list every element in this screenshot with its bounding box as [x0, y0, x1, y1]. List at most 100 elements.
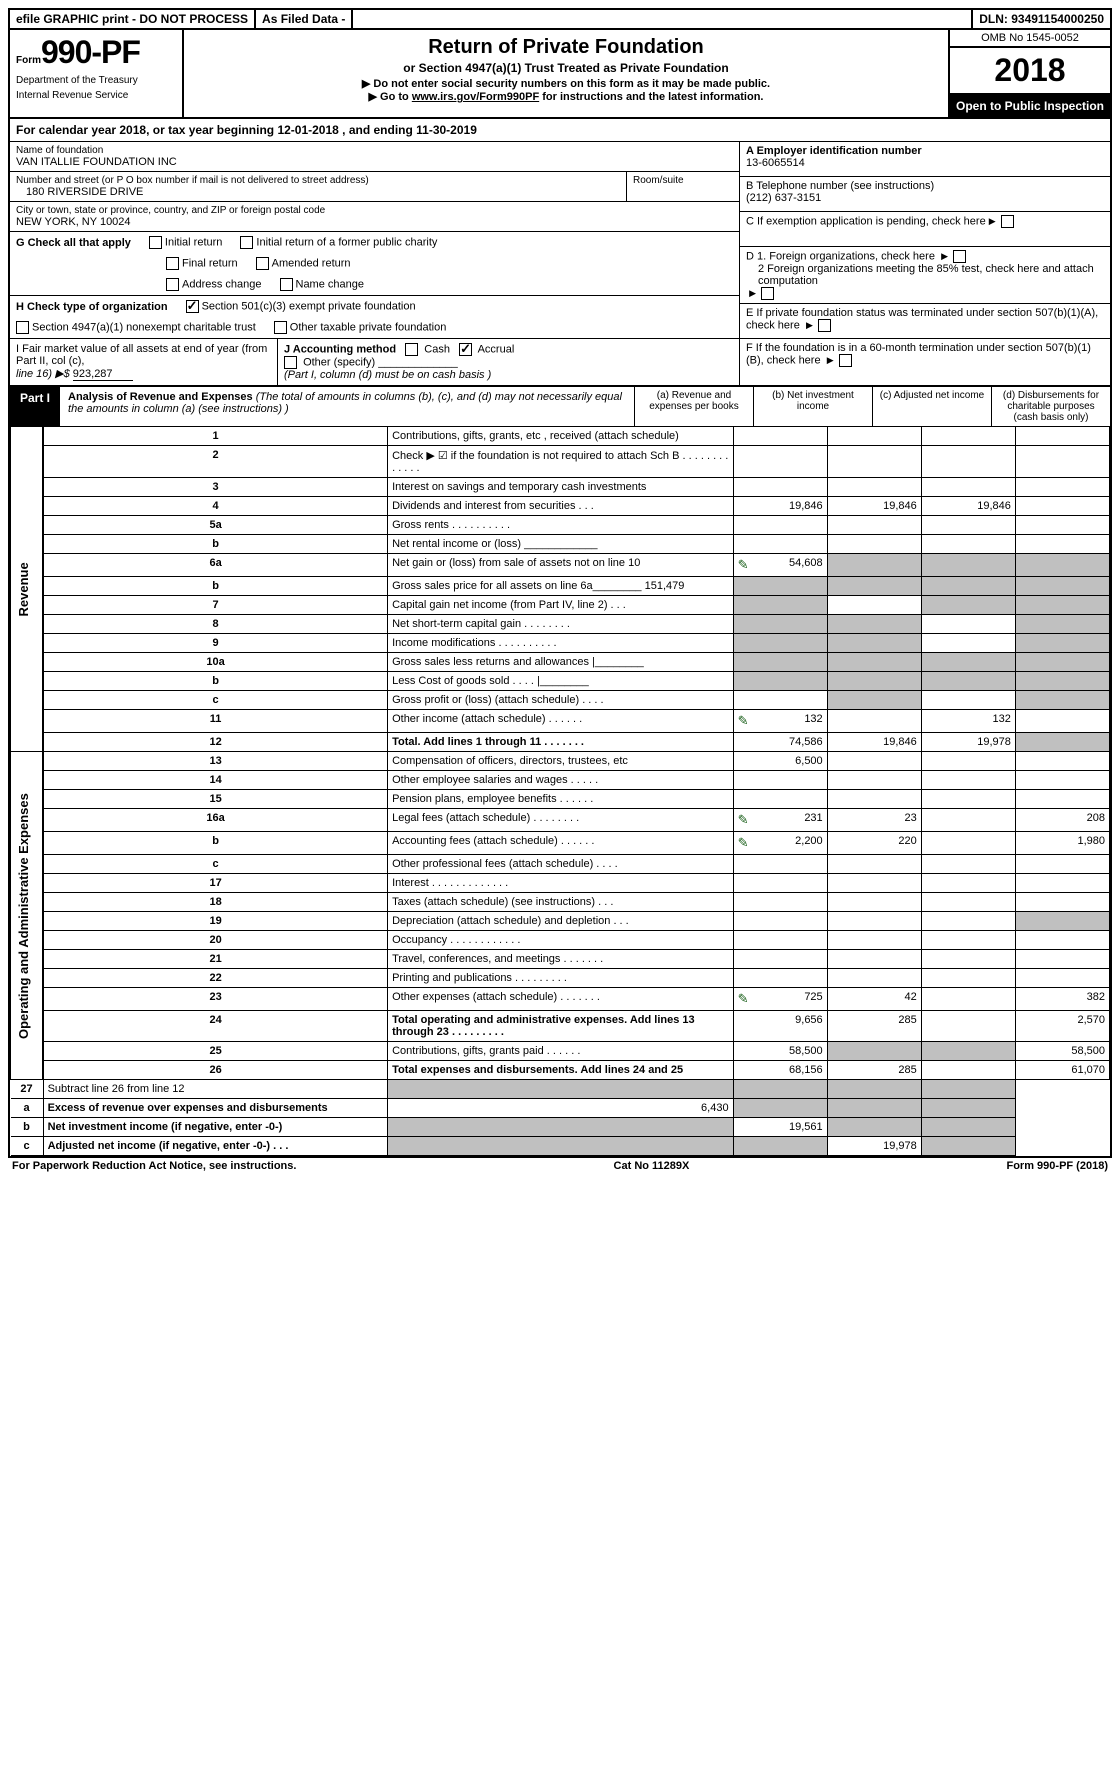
section-g: G Check all that apply Initial return In…	[10, 232, 739, 296]
col-a-header: (a) Revenue and expenses per books	[634, 387, 753, 426]
table-row: 25Contributions, gifts, grants paid . . …	[11, 1042, 1110, 1061]
chk-initial-former[interactable]	[240, 236, 253, 249]
a-label: A Employer identification number	[746, 145, 922, 157]
c-label: C If exemption application is pending, c…	[746, 215, 986, 227]
chk-d2[interactable]	[761, 287, 774, 300]
b-label: B Telephone number (see instructions)	[746, 180, 934, 192]
room-label: Room/suite	[633, 175, 733, 186]
section-h: H Check type of organization Section 501…	[10, 296, 739, 339]
table-row: 27Subtract line 26 from line 12	[11, 1080, 1110, 1099]
section-j: J Accounting method Cash Accrual Other (…	[278, 339, 739, 385]
j-note: (Part I, column (d) must be on cash basi…	[284, 369, 491, 381]
table-row: 3Interest on savings and temporary cash …	[11, 478, 1110, 497]
dln-label: DLN:	[979, 12, 1008, 26]
address: 180 RIVERSIDE DRIVE	[16, 186, 620, 198]
table-row: 7Capital gain net income (from Part IV, …	[11, 596, 1110, 615]
open-public-badge: Open to Public Inspection	[950, 95, 1110, 117]
chk-initial-return[interactable]	[149, 236, 162, 249]
side-label: Operating and Administrative Expenses	[11, 752, 44, 1080]
table-row: bLess Cost of goods sold . . . . |______…	[11, 672, 1110, 691]
phone-value: (212) 637-3151	[746, 192, 821, 204]
foundation-name-cell: Name of foundation VAN ITALLIE FOUNDATIO…	[10, 142, 739, 172]
chk-c[interactable]	[1001, 215, 1014, 228]
table-row: 15Pension plans, employee benefits . . .…	[11, 790, 1110, 809]
chk-accrual[interactable]	[459, 343, 472, 356]
calendar-year-row: For calendar year 2018, or tax year begi…	[10, 119, 1110, 142]
table-row: 9Income modifications . . . . . . . . . …	[11, 634, 1110, 653]
arrow-icon	[806, 319, 815, 331]
chk-e[interactable]	[818, 319, 831, 332]
table-row: bNet investment income (if negative, ent…	[11, 1118, 1110, 1137]
chk-cash[interactable]	[405, 343, 418, 356]
table-row: 5aGross rents . . . . . . . . . .	[11, 516, 1110, 535]
table-row: 2Check ▶ ☑ if the foundation is not requ…	[11, 446, 1110, 478]
chk-final-return[interactable]	[166, 257, 179, 270]
e-cell: E If private foundation status was termi…	[740, 304, 1110, 339]
dept-treasury: Department of the Treasury	[16, 75, 176, 86]
table-row: bNet rental income or (loss) ___________…	[11, 535, 1110, 554]
footer-right: Form 990-PF (2018)	[1006, 1160, 1108, 1172]
instr-line-1: ▶ Do not enter social security numbers o…	[192, 77, 940, 90]
d1-label: D 1. Foreign organizations, check here	[746, 250, 935, 262]
address-row: Number and street (or P O box number if …	[10, 172, 739, 202]
i-text1: I Fair market value of all assets at end…	[16, 343, 267, 367]
table-row: 21Travel, conferences, and meetings . . …	[11, 950, 1110, 969]
chk-amended[interactable]	[256, 257, 269, 270]
e-label: E If private foundation status was termi…	[746, 307, 1098, 331]
chk-name-change[interactable]	[280, 278, 293, 291]
form-number: 990-PF	[41, 34, 140, 70]
part1-desc: Analysis of Revenue and Expenses (The to…	[60, 387, 634, 426]
table-row: 6aNet gain or (loss) from sale of assets…	[11, 554, 1110, 577]
form-subtitle: or Section 4947(a)(1) Trust Treated as P…	[192, 61, 940, 75]
c-cell: C If exemption application is pending, c…	[740, 212, 1110, 247]
instr-line-2: ▶ Go to www.irs.gov/Form990PF for instru…	[192, 90, 940, 103]
header-right: OMB No 1545-0052 2018 Open to Public Ins…	[948, 30, 1110, 117]
col-b-header: (b) Net investment income	[753, 387, 872, 426]
table-row: cOther professional fees (attach schedul…	[11, 855, 1110, 874]
table-row: 16aLegal fees (attach schedule) . . . . …	[11, 809, 1110, 832]
j-label: J Accounting method	[284, 343, 396, 355]
part1-table: Revenue1Contributions, gifts, grants, et…	[10, 427, 1110, 1156]
form-container: efile GRAPHIC print - DO NOT PROCESS As …	[8, 8, 1112, 1158]
irs-link[interactable]: www.irs.gov/Form990PF	[412, 91, 539, 103]
ein-value: 13-6065514	[746, 157, 805, 169]
table-row: 24Total operating and administrative exp…	[11, 1011, 1110, 1042]
info-right: A Employer identification number 13-6065…	[739, 142, 1110, 385]
footer-left: For Paperwork Reduction Act Notice, see …	[12, 1160, 296, 1172]
col-c-header: (c) Adjusted net income	[872, 387, 991, 426]
irs-label: Internal Revenue Service	[16, 90, 176, 101]
info-left: Name of foundation VAN ITALLIE FOUNDATIO…	[10, 142, 739, 385]
chk-d1[interactable]	[953, 250, 966, 263]
name-label: Name of foundation	[16, 145, 733, 156]
table-row: Revenue1Contributions, gifts, grants, et…	[11, 427, 1110, 446]
arrow-icon	[749, 287, 758, 299]
chk-f[interactable]	[839, 354, 852, 367]
table-row: 26Total expenses and disbursements. Add …	[11, 1061, 1110, 1080]
table-row: 10aGross sales less returns and allowanc…	[11, 653, 1110, 672]
col-d-header: (d) Disbursements for charitable purpose…	[991, 387, 1110, 426]
table-row: 12Total. Add lines 1 through 11 . . . . …	[11, 733, 1110, 752]
top-bar: efile GRAPHIC print - DO NOT PROCESS As …	[10, 10, 1110, 30]
info-grid: Name of foundation VAN ITALLIE FOUNDATIO…	[10, 142, 1110, 387]
phone-cell: B Telephone number (see instructions) (2…	[740, 177, 1110, 212]
dln-value: 93491154000250	[1011, 12, 1104, 26]
dln-cell: DLN: 93491154000250	[971, 10, 1110, 28]
chk-other-acct[interactable]	[284, 356, 297, 369]
d-cell: D 1. Foreign organizations, check here 2…	[740, 247, 1110, 304]
arrow-icon	[989, 215, 998, 227]
table-row: 17Interest . . . . . . . . . . . . .	[11, 874, 1110, 893]
chk-4947a1[interactable]	[16, 321, 29, 334]
form-number-block: Form990-PF Department of the Treasury In…	[10, 30, 184, 117]
chk-501c3[interactable]	[186, 300, 199, 313]
i-text2: line 16) ▶$	[16, 368, 70, 380]
city-label: City or town, state or province, country…	[16, 205, 733, 216]
chk-address-change[interactable]	[166, 278, 179, 291]
section-i-j: I Fair market value of all assets at end…	[10, 339, 739, 385]
table-row: 22Printing and publications . . . . . . …	[11, 969, 1110, 988]
f-cell: F If the foundation is in a 60-month ter…	[740, 339, 1110, 373]
table-row: 23Other expenses (attach schedule) . . .…	[11, 988, 1110, 1011]
d2-label: 2 Foreign organizations meeting the 85% …	[746, 263, 1104, 287]
table-row: 11Other income (attach schedule) . . . .…	[11, 710, 1110, 733]
city-value: NEW YORK, NY 10024	[16, 216, 733, 228]
chk-other-taxable[interactable]	[274, 321, 287, 334]
